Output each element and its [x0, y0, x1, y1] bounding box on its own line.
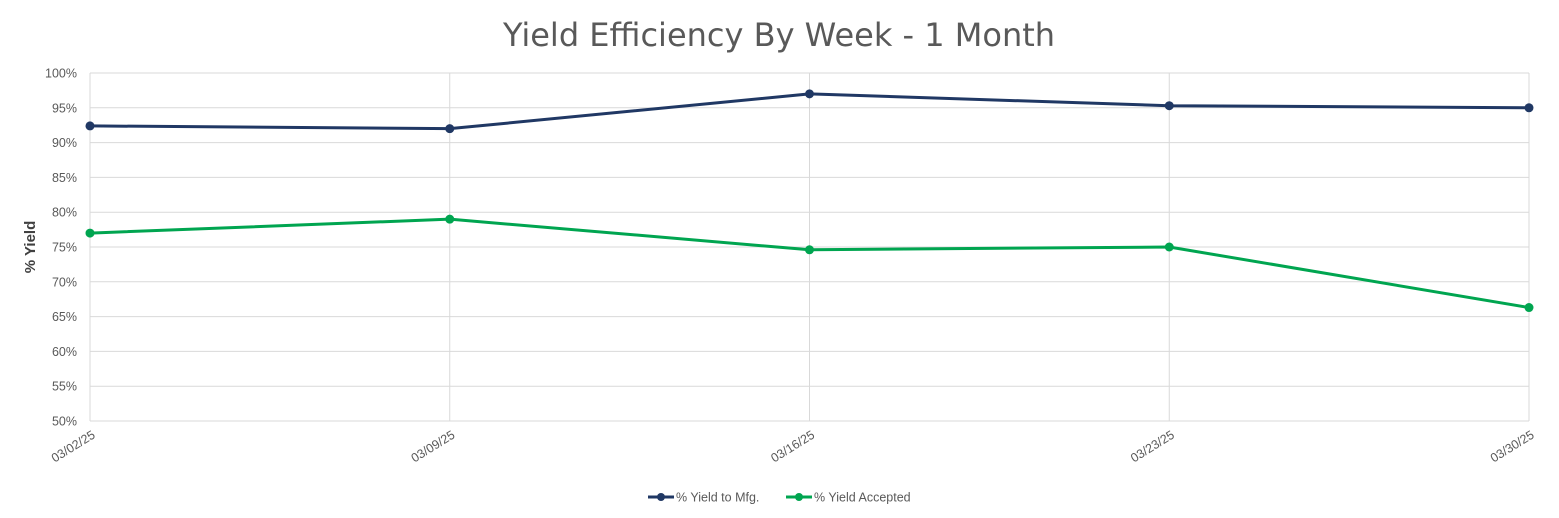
data-point	[1524, 303, 1534, 313]
data-point	[445, 124, 455, 134]
legend-swatch-marker	[657, 493, 665, 501]
y-tick-label: 50%	[52, 415, 77, 429]
y-tick-label: 90%	[52, 136, 77, 150]
data-point	[1164, 101, 1174, 111]
y-tick-label: 85%	[52, 171, 77, 185]
data-point	[1524, 103, 1534, 113]
x-axis-ticks: 03/02/25 03/09/25 03/16/25 03/23/25 03/30/25	[49, 428, 1537, 466]
x-tick-label: 03/30/25	[1488, 428, 1537, 466]
data-point	[1164, 242, 1174, 252]
legend-label: % Yield to Mfg.	[676, 491, 759, 505]
y-axis-label: % Yield	[22, 221, 39, 274]
data-point	[805, 245, 814, 255]
chart-title: Yield Efficiency By Week - 1 Month	[502, 16, 1055, 54]
x-tick-label: 03/09/25	[409, 428, 458, 466]
y-tick-label: 55%	[52, 380, 77, 394]
data-point	[85, 121, 95, 131]
data-point	[445, 214, 455, 224]
y-tick-label: 65%	[52, 310, 77, 324]
x-tick-label: 03/16/25	[768, 428, 817, 466]
x-tick-label: 03/23/25	[1128, 428, 1177, 466]
y-tick-label: 100%	[45, 67, 77, 81]
y-tick-label: 95%	[52, 101, 77, 115]
legend: % Yield to Mfg. % Yield Accepted	[648, 491, 911, 505]
data-point	[805, 89, 814, 99]
y-tick-label: 75%	[52, 241, 77, 255]
y-tick-label: 70%	[52, 275, 77, 289]
x-tick-label: 03/02/25	[49, 428, 98, 466]
legend-swatch-marker	[795, 493, 803, 501]
data-point	[85, 228, 95, 238]
y-tick-label: 60%	[52, 345, 77, 359]
legend-label: % Yield Accepted	[814, 491, 911, 505]
y-tick-label: 80%	[52, 206, 77, 220]
y-axis-ticks: 50% 55% 60% 65% 70% 75% 80% 85% 90% 95% 100%	[45, 67, 77, 429]
series-layer	[85, 89, 1534, 313]
